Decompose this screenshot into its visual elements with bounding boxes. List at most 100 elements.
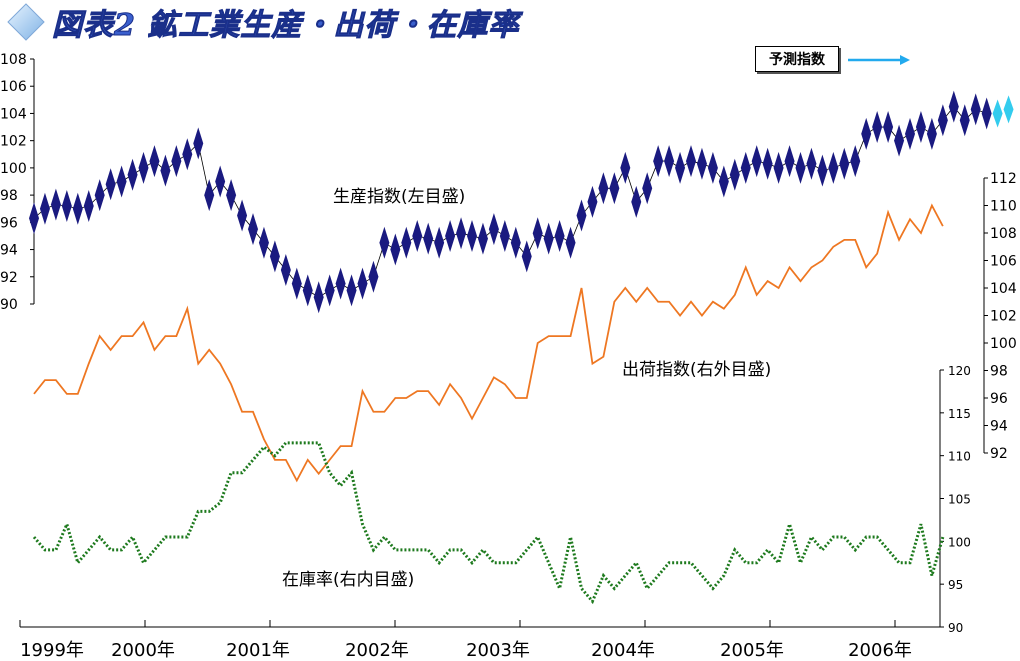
right-outer-axis-tick-label: 112 <box>990 171 1017 187</box>
production-point <box>390 233 401 266</box>
shipments-series-line <box>33 203 944 483</box>
production-point <box>894 124 905 157</box>
left-axis-tick-label: 102 <box>0 134 27 150</box>
left-axis-tick-label: 92 <box>0 270 18 286</box>
production-point <box>248 213 258 246</box>
production-point <box>488 213 499 246</box>
production-point <box>72 192 83 225</box>
x-axis-tick-label: 1999年 <box>20 640 84 661</box>
production-point <box>729 158 740 191</box>
right-outer-axis-tick-label: 96 <box>990 391 1008 407</box>
production-point <box>127 158 138 191</box>
left-axis-tick-label: 90 <box>0 297 18 313</box>
production-point <box>171 145 182 178</box>
production-point <box>762 147 773 180</box>
right-outer-axis-tick-label: 106 <box>990 254 1017 270</box>
production-point <box>773 151 784 184</box>
production-point <box>61 190 72 222</box>
right-outer-axis-tick-label: 94 <box>990 419 1008 435</box>
production-point <box>751 145 762 178</box>
production-point <box>631 185 642 218</box>
production-point <box>905 117 915 150</box>
production-point <box>477 222 488 255</box>
production-point <box>83 190 94 222</box>
production-point <box>817 154 828 187</box>
right-inner-axis-tick-label: 105 <box>948 493 971 507</box>
production-point <box>521 240 532 273</box>
production-point <box>258 226 269 259</box>
left-axis-tick-label: 100 <box>0 161 27 177</box>
production-point <box>784 145 795 178</box>
production-point <box>970 93 981 126</box>
x-axis-tick-label: 2001年 <box>226 640 290 661</box>
production-point <box>587 185 598 218</box>
production-point <box>116 165 127 198</box>
production-point <box>456 217 467 250</box>
production-point <box>94 179 105 212</box>
right-outer-axis-tick-label: 108 <box>990 226 1017 242</box>
production-point <box>543 222 554 255</box>
production-point <box>204 179 215 212</box>
right-inner-axis-tick-label: 90 <box>948 621 963 635</box>
x-axis-tick-label: 2006年 <box>848 640 912 661</box>
production-point <box>160 154 171 187</box>
production-point <box>576 199 587 232</box>
production-series-line <box>33 106 987 298</box>
production-point <box>401 226 412 259</box>
production-point <box>664 145 675 178</box>
right-inner-axis-tick-label: 95 <box>948 578 963 592</box>
production-point <box>215 165 226 198</box>
right-outer-axis-tick-label: 104 <box>990 281 1017 297</box>
production-point <box>642 172 653 205</box>
left-axis-tick-label: 108 <box>0 52 27 68</box>
right-outer-axis-tick-label: 110 <box>990 199 1017 215</box>
production-point <box>313 281 324 314</box>
production-point <box>872 111 883 144</box>
production-point <box>412 219 423 252</box>
production-point <box>806 147 817 180</box>
production-point <box>915 111 926 144</box>
production-point <box>554 219 565 252</box>
production-point <box>423 222 434 255</box>
right-inner-axis-tick-label: 115 <box>948 407 971 421</box>
production-point <box>675 151 686 184</box>
production-point <box>29 202 39 235</box>
right-outer-axis-tick-label: 98 <box>990 364 1008 380</box>
production-point <box>499 219 510 252</box>
production-point <box>357 267 368 300</box>
chart-title-area: 図表2 鉱工業生産・出荷・在庫率 <box>6 2 520 44</box>
forecast-legend-label: 予測指数 <box>769 52 825 68</box>
left-axis-tick-label: 96 <box>0 215 18 231</box>
production-point <box>937 104 948 137</box>
production-forecast-point <box>992 99 1003 128</box>
production-point <box>226 179 237 212</box>
production-point <box>50 188 61 221</box>
x-axis-tick-label: 2003年 <box>466 640 530 661</box>
production-point <box>434 226 445 259</box>
production-point <box>324 274 335 307</box>
x-axis-tick-label: 2004年 <box>591 640 655 661</box>
series-annotation: 生産指数(左目盛) <box>333 187 465 207</box>
production-point <box>981 97 992 130</box>
series-annotation: 在庫率(右内目盛) <box>282 570 414 590</box>
chart-title: 図表2 鉱工業生産・出荷・在庫率 <box>51 8 520 44</box>
production-point <box>379 226 390 259</box>
title-diamond-icon <box>7 3 45 41</box>
x-axis-tick-label: 2005年 <box>720 640 784 661</box>
production-point <box>609 172 620 205</box>
x-axis-tick-label: 2002年 <box>345 640 409 661</box>
production-point <box>138 151 149 184</box>
production-point <box>510 226 521 259</box>
right-inner-axis-tick-label: 100 <box>948 535 971 549</box>
production-point <box>620 151 631 184</box>
production-point <box>707 151 718 184</box>
left-axis-tick-label: 94 <box>0 243 18 259</box>
right-outer-axis-tick-label: 102 <box>990 309 1017 325</box>
production-point <box>193 127 204 160</box>
production-point <box>182 138 193 171</box>
production-forecast-point <box>1003 95 1014 124</box>
production-point <box>959 104 970 137</box>
production-point <box>291 267 302 300</box>
production-point <box>598 172 609 205</box>
